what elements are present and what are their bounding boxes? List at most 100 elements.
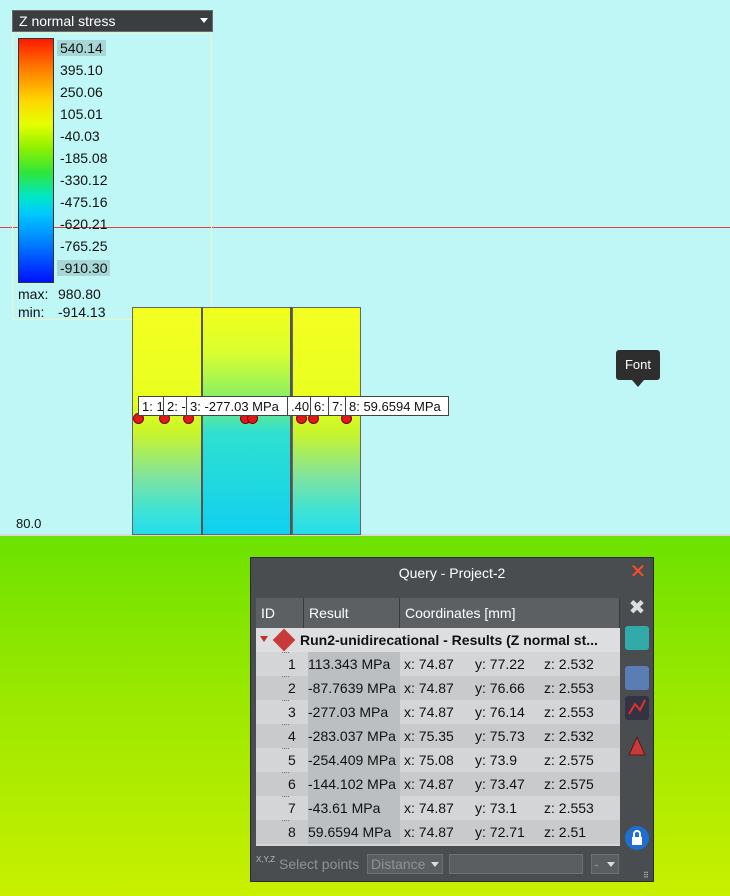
part-divider bbox=[201, 307, 203, 535]
mode-dropdown-value: Distance bbox=[371, 856, 426, 872]
max-label: max: bbox=[18, 286, 49, 302]
table-row[interactable]: 8 59.6594 MPa x: 74.87 y: 72.71 z: 2.51 bbox=[256, 820, 620, 844]
legend-value: -620.21 bbox=[60, 216, 108, 232]
legend-value: -330.12 bbox=[60, 172, 108, 188]
table-row[interactable]: 4 -283.037 MPa x: 75.35 y: 75.73 z: 2.53… bbox=[256, 724, 620, 748]
row-z: z: 2.532 bbox=[544, 728, 594, 744]
row-result: 59.6594 MPa bbox=[308, 820, 400, 844]
row-id: 5 bbox=[288, 752, 296, 768]
expand-icon[interactable] bbox=[260, 636, 268, 642]
row-id: 4 bbox=[288, 728, 296, 744]
select-points-button[interactable]: Select points bbox=[279, 856, 360, 872]
part-divider bbox=[290, 307, 292, 535]
table-row[interactable]: 1 113.343 MPa x: 74.87 y: 77.22 z: 2.532 bbox=[256, 652, 620, 676]
tree-line bbox=[282, 676, 289, 677]
min-value: -914.13 bbox=[58, 304, 106, 320]
row-result: -283.037 MPa bbox=[308, 724, 400, 748]
row-y: y: 73.47 bbox=[475, 776, 525, 792]
row-result: -144.102 MPa bbox=[308, 772, 400, 796]
fem-model[interactable] bbox=[132, 307, 361, 535]
legend-value: -765.25 bbox=[60, 238, 108, 254]
table-row[interactable]: 2 -87.7639 MPa x: 74.87 y: 76.66 z: 2.55… bbox=[256, 676, 620, 700]
value-input[interactable] bbox=[449, 854, 583, 874]
table-row[interactable]: 7 -43.61 MPa x: 74.87 y: 73.1 z: 2.553 bbox=[256, 796, 620, 820]
result-group-label: Run2-unidirecational - Results (Z normal… bbox=[300, 632, 598, 648]
legend-value: -185.08 bbox=[60, 150, 108, 166]
row-y: y: 73.1 bbox=[475, 800, 518, 816]
row-z: z: 2.532 bbox=[544, 656, 594, 672]
delete-icon[interactable]: ✖ bbox=[628, 597, 646, 619]
recycle-icon[interactable] bbox=[625, 626, 649, 650]
row-z: z: 2.575 bbox=[544, 752, 594, 768]
close-icon[interactable]: ✕ bbox=[629, 561, 647, 583]
save-icon[interactable] bbox=[625, 666, 649, 690]
point-label-3[interactable]: 3: -277.03 MPa bbox=[186, 396, 290, 416]
triangle-icon[interactable] bbox=[625, 734, 649, 758]
result-type-dropdown[interactable]: Z normal stress bbox=[12, 10, 213, 32]
resize-grip-icon[interactable]: ⠿ bbox=[643, 871, 649, 880]
lock-icon[interactable] bbox=[625, 826, 649, 850]
row-x: x: 74.87 bbox=[404, 800, 454, 816]
table-row[interactable]: 6 -144.102 MPa x: 74.87 y: 73.47 z: 2.57… bbox=[256, 772, 620, 796]
tree-line bbox=[282, 796, 289, 797]
result-group-row[interactable]: Run2-unidirecational - Results (Z normal… bbox=[256, 628, 620, 652]
tree-line bbox=[282, 724, 289, 725]
table-row[interactable]: 5 -254.409 MPa x: 75.08 y: 73.9 z: 2.575 bbox=[256, 748, 620, 772]
point-label-2[interactable]: 2: - bbox=[163, 396, 188, 416]
legend-value: 395.10 bbox=[60, 62, 103, 78]
color-scale-bar bbox=[18, 38, 54, 283]
tree-line bbox=[282, 652, 289, 653]
scale-label: 80.0 bbox=[16, 516, 42, 531]
row-x: x: 74.87 bbox=[404, 680, 454, 696]
row-z: z: 2.575 bbox=[544, 776, 594, 792]
row-result: 113.343 MPa bbox=[308, 652, 400, 676]
mode-dropdown[interactable]: Distance bbox=[367, 854, 443, 874]
row-id: 8 bbox=[288, 824, 296, 840]
legend-value[interactable]: 540.14 bbox=[57, 40, 106, 56]
row-z: z: 2.553 bbox=[544, 800, 594, 816]
column-header-result[interactable]: Result bbox=[304, 598, 400, 628]
row-id: 7 bbox=[288, 800, 296, 816]
result-type-label: Z normal stress bbox=[19, 13, 116, 29]
row-x: x: 74.87 bbox=[404, 704, 454, 720]
xyz-icon[interactable]: X,Y,Z bbox=[256, 855, 275, 864]
point-label-8[interactable]: 8: 59.6594 MPa bbox=[345, 396, 449, 416]
row-result: -87.7639 MPa bbox=[308, 676, 400, 700]
row-y: y: 77.22 bbox=[475, 656, 525, 672]
column-header-coordinates[interactable]: Coordinates [mm] bbox=[400, 598, 620, 628]
table-row[interactable]: 3 -277.03 MPa x: 74.87 y: 76.14 z: 2.553 bbox=[256, 700, 620, 724]
unit-dropdown[interactable]: - bbox=[591, 854, 619, 874]
chevron-down-icon bbox=[200, 18, 208, 23]
triangle-icon-graphic bbox=[628, 735, 646, 756]
row-result: -43.61 MPa bbox=[308, 796, 400, 820]
point-label-6[interactable]: 6: bbox=[310, 396, 330, 416]
row-x: x: 74.87 bbox=[404, 776, 454, 792]
point-label-1[interactable]: 1: 1 bbox=[138, 396, 166, 416]
query-results-table[interactable]: ID Result Coordinates [mm] Run2-unidirec… bbox=[256, 598, 620, 846]
query-window-title[interactable]: Query - Project-2 bbox=[398, 565, 506, 581]
font-tooltip: Font bbox=[616, 350, 660, 387]
result-set-icon bbox=[272, 628, 296, 652]
query-window[interactable]: Query - Project-2 ✕ ID Result Coordinate… bbox=[250, 557, 654, 882]
row-z: z: 2.553 bbox=[544, 704, 594, 720]
tree-line bbox=[282, 748, 289, 749]
point-label-4-5[interactable]: .40 bbox=[287, 396, 312, 416]
row-id: 2 bbox=[288, 680, 296, 696]
chevron-down-icon bbox=[431, 862, 439, 867]
font-tooltip-text: Font bbox=[624, 357, 651, 372]
lock-icon-graphic bbox=[632, 830, 642, 845]
row-x: x: 75.08 bbox=[404, 752, 454, 768]
chart-icon[interactable] bbox=[625, 696, 649, 720]
row-y: y: 76.66 bbox=[475, 680, 525, 696]
legend-value[interactable]: -910.30 bbox=[57, 260, 111, 276]
legend-panel bbox=[12, 33, 212, 320]
row-y: y: 72.71 bbox=[475, 824, 525, 840]
row-id: 6 bbox=[288, 776, 296, 792]
row-x: x: 75.35 bbox=[404, 728, 454, 744]
tree-line bbox=[282, 820, 289, 821]
section-line bbox=[0, 227, 730, 228]
legend-value: 250.06 bbox=[60, 84, 103, 100]
row-y: y: 75.73 bbox=[475, 728, 525, 744]
row-id: 3 bbox=[288, 704, 296, 720]
column-header-id[interactable]: ID bbox=[256, 598, 304, 628]
